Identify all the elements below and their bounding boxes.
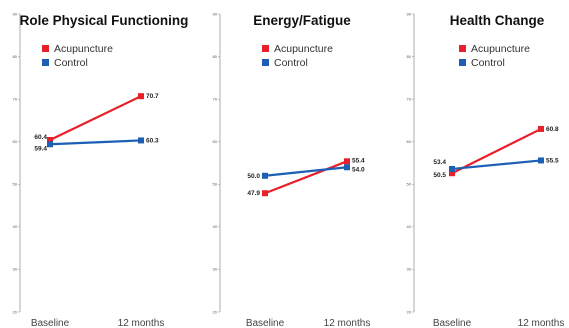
x-tick-label: 12 months [118, 318, 165, 328]
y-tick-label: 40 [407, 224, 412, 229]
y-tick-label: 60 [213, 139, 218, 144]
chart-title: Health Change [450, 13, 545, 28]
y-tick-label: 80 [213, 54, 218, 59]
data-label: 50.0 [247, 173, 260, 180]
y-tick-label: 60 [407, 139, 412, 144]
data-label: 55.4 [352, 157, 365, 164]
data-label: 50.5 [433, 172, 446, 179]
legend-swatch-acupuncture [42, 45, 49, 52]
series-line-control [451, 159, 542, 171]
data-point-acupuncture [449, 170, 455, 177]
series-line-acupuncture [49, 95, 142, 142]
legend-label-acupuncture: Acupuncture [274, 43, 333, 55]
data-label: 59.4 [34, 145, 47, 152]
series-line-acupuncture [451, 127, 542, 175]
y-tick-label: 50 [13, 182, 18, 187]
data-point-control [138, 137, 144, 144]
data-point-acupuncture [138, 93, 144, 100]
data-point-acupuncture [262, 190, 268, 197]
legend-swatch-acupuncture [459, 45, 466, 52]
x-tick-label: Baseline [433, 318, 472, 328]
series-line-acupuncture [264, 160, 348, 195]
x-tick-label: Baseline [31, 318, 70, 328]
data-point-acupuncture [538, 125, 544, 132]
data-label: 54.0 [352, 166, 365, 173]
data-label: 60.3 [146, 137, 159, 144]
chart-title: Role Physical Functioning [20, 13, 189, 28]
data-label: 47.9 [247, 190, 260, 197]
legend-label-control: Control [274, 57, 308, 69]
legend-label-acupuncture: Acupuncture [54, 43, 113, 55]
y-tick-label: 90 [407, 11, 412, 16]
y-tick-label: 90 [13, 11, 18, 16]
y-tick-label: 30 [13, 267, 18, 272]
y-tick-label: 50 [213, 182, 218, 187]
legend-label-control: Control [471, 57, 505, 69]
x-tick-label: 12 months [518, 318, 565, 328]
legend-swatch-acupuncture [262, 45, 269, 52]
y-tick-label: 30 [213, 267, 218, 272]
data-point-control [449, 165, 455, 172]
data-label: 53.4 [433, 159, 446, 166]
chart-panel-2: Energy/Fatigue 20 30 40 50 60 70 80 90 Baseline 12… [213, 11, 371, 328]
data-point-acupuncture [344, 158, 350, 165]
data-point-control [262, 172, 268, 179]
y-tick-label: 90 [213, 11, 218, 16]
y-tick-label: 20 [407, 309, 412, 314]
y-tick-label: 70 [407, 96, 412, 101]
data-label: 60.4 [34, 134, 47, 141]
legend-swatch-control [42, 59, 49, 66]
y-tick-label: 60 [13, 139, 18, 144]
x-tick-label: Baseline [246, 318, 285, 328]
legend-label-control: Control [54, 57, 88, 69]
y-tick-label: 20 [13, 309, 18, 314]
legend-label-acupuncture: Acupuncture [471, 43, 530, 55]
data-point-acupuncture [47, 137, 53, 144]
series-line-control [49, 139, 142, 146]
chart-panel-1: Role Physical Functioning 20 30 40 50 60 70 80 9… [13, 11, 189, 328]
y-tick-label: 40 [213, 224, 218, 229]
y-tick-label: 30 [407, 267, 412, 272]
series-line-control [264, 166, 348, 177]
y-tick-label: 40 [13, 224, 18, 229]
data-label: 70.7 [146, 93, 159, 100]
data-point-control [47, 141, 53, 148]
chart-panel-3: Health Change 20 30 40 50 60 70 80 90 Baseline 12 … [407, 11, 565, 328]
data-label: 55.5 [546, 157, 559, 164]
data-point-control [344, 164, 350, 171]
data-label: 60.8 [546, 126, 559, 133]
y-tick-label: 70 [13, 96, 18, 101]
y-tick-label: 50 [407, 182, 412, 187]
data-point-control [538, 157, 544, 164]
legend-swatch-control [262, 59, 269, 66]
y-tick-label: 80 [13, 54, 18, 59]
chart-title: Energy/Fatigue [253, 13, 351, 28]
y-tick-label: 70 [213, 96, 218, 101]
y-tick-label: 80 [407, 54, 412, 59]
legend-swatch-control [459, 59, 466, 66]
y-tick-label: 20 [213, 309, 218, 314]
x-tick-label: 12 months [324, 318, 371, 328]
